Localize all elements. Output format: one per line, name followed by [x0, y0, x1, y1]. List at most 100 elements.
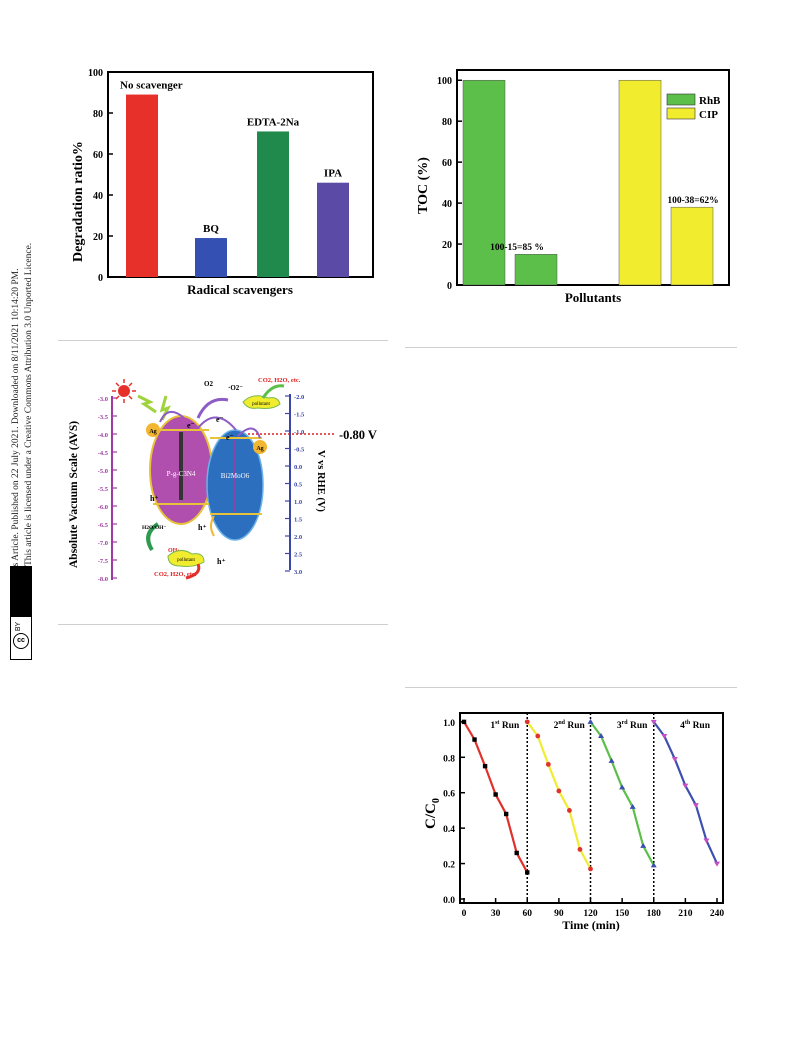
divider — [405, 687, 737, 688]
right-tick-label: -1.0 — [294, 429, 304, 436]
annotation-rhb: 100-15=85 % — [490, 243, 544, 253]
cc-by-badge[interactable]: cc BY — [10, 566, 32, 660]
legend: RhB CIP — [666, 93, 721, 121]
xlabel: Time (min) — [562, 918, 619, 932]
x-tick-label: 180 — [647, 909, 662, 919]
data-point — [703, 838, 710, 844]
bar-cip-0 — [618, 79, 662, 286]
x-tick-label: 150 — [615, 909, 630, 919]
y-tick-label: 60 — [442, 158, 452, 169]
ylabel: Degradation ratio% — [71, 141, 86, 262]
bar-cip-1 — [670, 206, 714, 286]
toc-bar-chart: 0 20 40 60 80 100 RhB CIP 100-15=85 % 100-38=… — [416, 69, 730, 305]
h2o-label: H2O/OH⁻ — [142, 525, 166, 531]
data-point — [671, 757, 678, 763]
run-label: 3rd Run — [617, 720, 648, 731]
divider — [58, 340, 388, 341]
bar-edta-2na — [257, 131, 289, 277]
data-point — [535, 733, 541, 739]
light-bolt-icon — [137, 394, 157, 414]
ylabel: TOC (%) — [416, 157, 431, 214]
right-tick-label: 0.5 — [294, 482, 303, 489]
pollutant-cloud-top — [242, 395, 281, 409]
run-label: 2nd Run — [554, 720, 586, 731]
y-tick-label: 40 — [442, 199, 452, 210]
right-axis-label: V vs RHE (V) — [315, 450, 326, 512]
left-tick-label: -6.5 — [98, 522, 109, 529]
annotation-cip: 100-38=62% — [667, 196, 718, 206]
data-point — [650, 719, 657, 725]
recycling-line-chart: 0.0 0.2 0.4 0.6 0.8 1.0 0 30 60 90 120 150 180 210 240… — [423, 712, 725, 932]
ag-left-label: Ag — [149, 429, 156, 435]
left-tick-label: -4.5 — [98, 450, 109, 457]
y-tick-label: 0 — [447, 281, 452, 292]
data-point — [503, 811, 509, 817]
series-line-1 — [463, 721, 529, 873]
right-tick-label: -2.0 — [294, 394, 304, 401]
data-point — [619, 784, 626, 790]
y-tick-label: 20 — [442, 240, 452, 251]
right-tick-label: 1.5 — [294, 517, 303, 524]
data-point — [714, 861, 720, 867]
y-tick-label: 1.0 — [443, 719, 455, 729]
series-line-2 — [526, 721, 592, 870]
right-particle-label: Bi2MoO6 — [221, 472, 250, 480]
divider — [58, 624, 388, 625]
ag-left — [146, 423, 160, 437]
data-point — [608, 757, 615, 763]
o2-label: O2 — [204, 380, 213, 388]
ylabel: C/C0 — [423, 798, 442, 829]
electron-transfer-arrow — [159, 411, 185, 423]
legend-swatch-rhb — [666, 93, 696, 106]
series-line-4 — [652, 721, 719, 865]
data-point — [629, 803, 636, 809]
data-point — [588, 866, 593, 872]
ag-right — [253, 440, 267, 454]
y-tick-label: 20 — [93, 232, 103, 243]
ag-right-label: Ag — [256, 446, 263, 452]
y-tick-label: 100 — [88, 68, 103, 79]
left-tick-label: -7.0 — [98, 540, 108, 547]
data-point — [525, 870, 530, 875]
pollutant-label-top: pollutant — [252, 402, 270, 407]
data-point — [472, 737, 477, 742]
x-tick-label: 60 — [523, 909, 533, 919]
sun-icon — [112, 379, 136, 403]
y-tick-label: 0.6 — [443, 790, 455, 800]
oxidation-arrow — [146, 522, 160, 552]
divider — [405, 347, 737, 348]
hole-label-left: h⁺ — [150, 494, 159, 503]
left-tick-label: -7.5 — [98, 558, 109, 565]
x-tick-label: 120 — [583, 909, 598, 919]
run-label: 1st Run — [490, 720, 520, 731]
licence-line-1: Open Access Article. Published on 22 Jul… — [11, 268, 21, 612]
y-tick-label: 100 — [437, 76, 452, 87]
data-point — [567, 808, 572, 813]
right-tick-label: 2.0 — [294, 534, 302, 541]
legend-swatch-cip — [666, 107, 696, 120]
electron-label: e⁻ — [187, 421, 195, 430]
right-tick-label: -1.5 — [294, 412, 305, 419]
left-tick-label: -6.0 — [98, 504, 108, 511]
left-tick-label: -8.0 — [98, 576, 108, 583]
hole-label-center: h⁺ — [198, 523, 207, 532]
conduit — [179, 432, 183, 500]
data-point — [524, 719, 530, 725]
right-tick-label: 0.0 — [294, 464, 302, 471]
y-tick-label: 0.4 — [443, 825, 455, 835]
o2-reduction-arrow — [196, 397, 229, 419]
bar-no-scavenger — [126, 94, 158, 277]
x-tick-label: 240 — [710, 909, 725, 919]
licence-line-2: This article is licensed under a Creativ… — [24, 242, 34, 566]
y-tick-label: 40 — [93, 191, 103, 202]
left-tick-label: -4.0 — [98, 432, 108, 439]
data-point — [556, 788, 562, 794]
product-arrow-top — [261, 384, 285, 399]
pollutant-label-bottom: pollutant — [177, 558, 195, 563]
y-tick-label: 80 — [442, 117, 452, 128]
by-label — [11, 567, 31, 617]
bar-label: No scavenger — [120, 80, 183, 92]
data-point — [461, 719, 467, 725]
right-tick-label: 1.0 — [294, 499, 302, 506]
y-tick-label: 0.8 — [443, 754, 455, 764]
